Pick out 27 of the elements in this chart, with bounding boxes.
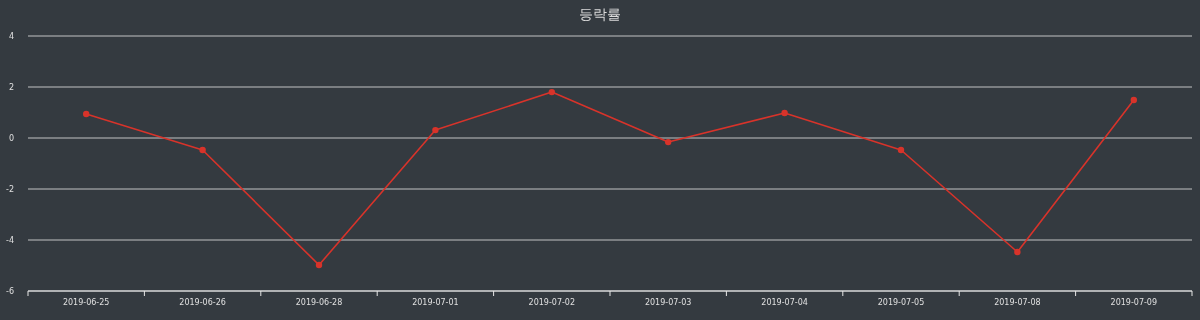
- x-tick-label: 2019-06-26: [179, 298, 226, 307]
- y-tick-label: 4: [8, 32, 14, 41]
- x-tick-label: 2019-07-09: [1110, 298, 1158, 307]
- x-tick-label: 2019-06-28: [295, 298, 343, 307]
- y-tick-label: -2: [6, 185, 14, 194]
- y-tick-label: -4: [6, 236, 14, 245]
- point: [1130, 96, 1137, 104]
- x-tick-label: 2019-07-04: [761, 298, 808, 307]
- point: [897, 146, 905, 154]
- x-tick-label: 2019-07-05: [877, 298, 925, 307]
- point: [781, 109, 788, 117]
- y-tick-label: 2: [8, 83, 14, 92]
- x-tick-label: 2019-07-02: [528, 298, 576, 307]
- x-tick-label: 2019-07-03: [644, 298, 692, 307]
- x-tick-label: 2019-07-08: [994, 298, 1041, 307]
- title: 등락률: [579, 6, 621, 22]
- point: [199, 146, 206, 154]
- point: [665, 138, 672, 146]
- x-tick-label: 2019-07-01: [412, 298, 459, 307]
- point: [83, 110, 90, 118]
- x-tick-label: 2019-06-25: [62, 298, 110, 307]
- y-tick-label: -6: [6, 287, 14, 296]
- point: [1014, 248, 1021, 256]
- point: [432, 126, 439, 134]
- point: [315, 261, 323, 269]
- y-tick-label: 0: [8, 134, 14, 143]
- point: [548, 88, 555, 96]
